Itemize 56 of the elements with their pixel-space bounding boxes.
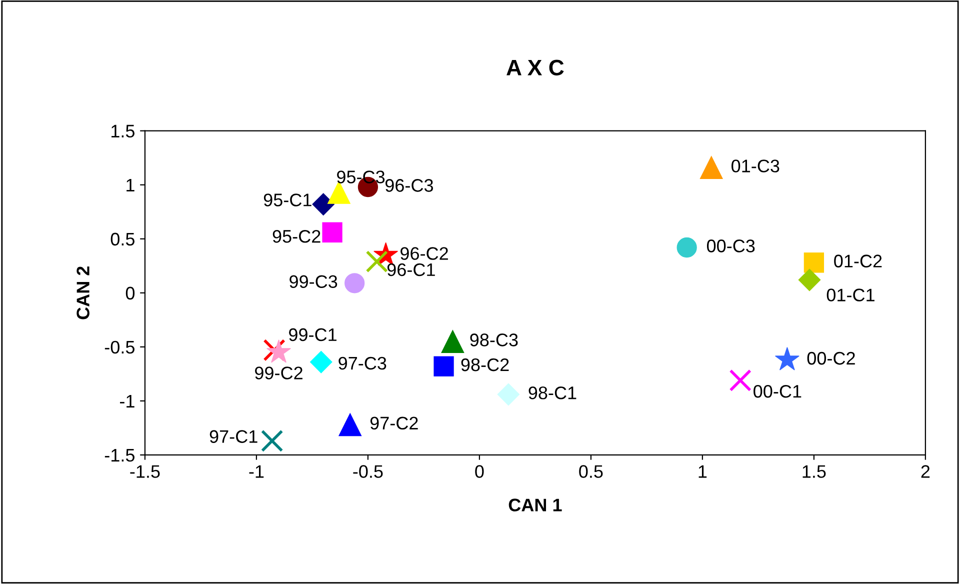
point — [434, 356, 454, 376]
series-label: 01-C2 — [834, 254, 882, 268]
y-tick-label: 0.5 — [110, 232, 134, 246]
point — [804, 252, 824, 273]
series-label: 99-C2 — [255, 366, 302, 380]
y-tick-label: 0 — [126, 286, 135, 300]
x-tick-label: 0 — [475, 465, 484, 478]
series-label: 00-C3 — [706, 240, 755, 252]
point — [322, 222, 342, 242]
x-axis-title: CAN 1 — [508, 498, 562, 512]
series-label: 96-C2 — [400, 247, 448, 260]
x-tick-label: 1 — [698, 465, 707, 478]
point — [798, 268, 821, 292]
point — [729, 369, 752, 392]
x-tick-label: -1 — [249, 465, 264, 478]
y-tick-label: -0.5 — [104, 340, 134, 354]
series-label: 96-C1 — [387, 263, 435, 276]
point — [310, 350, 332, 374]
point — [260, 430, 284, 452]
series-label: 97-C2 — [370, 416, 418, 430]
point — [266, 339, 291, 363]
x-tick-label: 2 — [921, 465, 930, 478]
series-label: 01-C1 — [826, 288, 874, 302]
point — [312, 193, 335, 216]
point — [338, 413, 362, 436]
point — [263, 339, 286, 362]
point — [774, 347, 800, 370]
series-label: 98-C2 — [461, 358, 509, 372]
series-label: 00-C2 — [807, 352, 855, 365]
chart-title: A X C — [506, 60, 564, 76]
series-label: 98-C3 — [470, 334, 518, 346]
x-tick-label: -0.5 — [353, 465, 383, 478]
series-label: 95-C3 — [337, 170, 385, 184]
x-tick-label: 0.5 — [579, 465, 603, 478]
series-label: 97-C3 — [338, 356, 386, 370]
y-tick-label: -1.5 — [104, 449, 134, 462]
y-tick-label: 1.5 — [112, 124, 134, 138]
series-label: 97-C1 — [210, 430, 258, 443]
point — [441, 330, 464, 353]
series-label: 01-C3 — [732, 160, 780, 172]
series-label: 99-C1 — [289, 328, 336, 342]
series-label: 00-C1 — [754, 384, 802, 398]
y-axis-title: CAN 2 — [76, 266, 90, 320]
point — [700, 156, 723, 180]
point — [366, 250, 388, 273]
series-label: 96-C3 — [385, 179, 434, 192]
point — [344, 273, 365, 294]
series-label: 99-C3 — [290, 275, 338, 288]
y-tick-label: -1 — [120, 395, 134, 408]
point — [497, 383, 520, 406]
point — [676, 237, 697, 258]
y-tick-label: 1 — [126, 178, 134, 192]
x-tick-label: 1.5 — [802, 465, 826, 478]
series-label: 95-C2 — [272, 230, 320, 243]
series-label: 95-C1 — [264, 194, 312, 206]
series-label: 98-C1 — [528, 386, 576, 400]
